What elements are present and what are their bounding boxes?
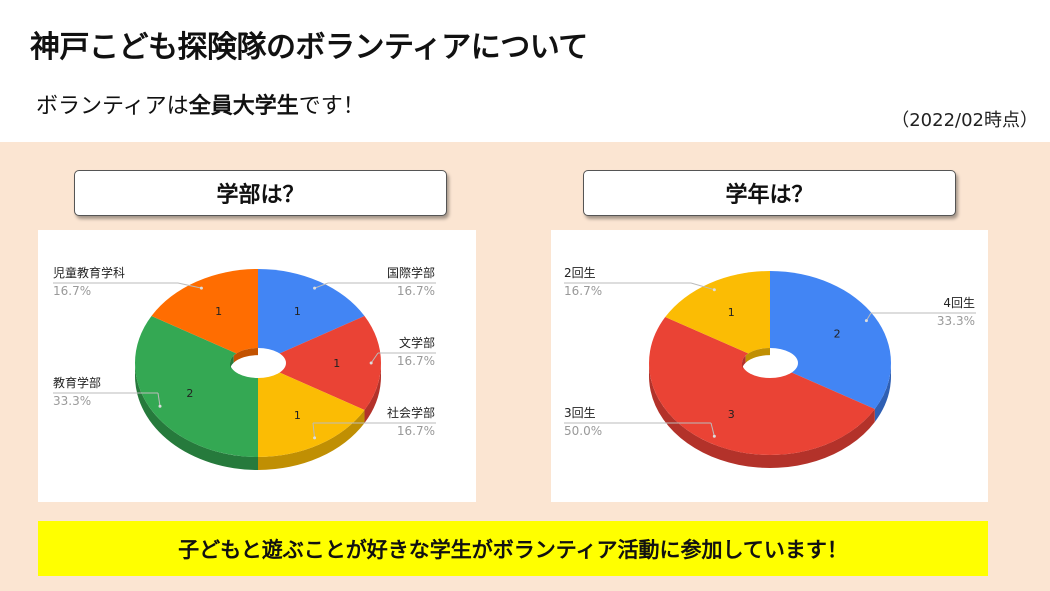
chart1-legend-pct-0: 33.3% xyxy=(937,314,975,328)
chart0-leader-4 xyxy=(177,282,202,289)
chart0-leader-1 xyxy=(370,352,379,364)
chart0-hole xyxy=(230,348,286,378)
chart1-leader-2 xyxy=(690,282,715,291)
chart0-value-label-4: 1 xyxy=(215,305,222,318)
chart0-slice-0 xyxy=(258,269,365,363)
page-title: 神戸こども探険隊のボランティアについて xyxy=(30,30,588,65)
chart0-side-2 xyxy=(258,410,365,470)
faculty-chart-card: 1 1 1 2 1 国際学部 16.7% 文学部 16.7% 社会学部 16.7% 教育学部 33.3%… xyxy=(38,230,476,502)
chart1-value-label-0: 2 xyxy=(834,328,841,341)
chart1-slice-0 xyxy=(770,271,891,409)
chart0-side-3 xyxy=(135,363,258,470)
year-question-box: 学年は？ xyxy=(583,170,956,216)
date-note: （2022/02時点） xyxy=(891,110,1038,131)
chart0-value-label-3: 2 xyxy=(186,387,193,400)
chart1-legend-pct-1: 50.0% xyxy=(564,424,602,438)
chart0-value-label-1: 1 xyxy=(333,357,340,370)
chart0-value-label-2: 1 xyxy=(294,409,301,422)
subtitle-bold: 全員大学生 xyxy=(188,94,299,119)
chart0-legend-name-2: 社会学部 xyxy=(387,405,435,420)
chart0-slice-3 xyxy=(134,316,258,457)
chart0-leader-0 xyxy=(314,282,329,289)
chart1-hole xyxy=(742,348,798,378)
faculty-question-box: 学部は？ xyxy=(74,170,447,216)
chart0-hole-wall-4 xyxy=(233,348,258,363)
chart0-leader-3 xyxy=(157,392,161,407)
chart0-legend-pct-3: 33.3% xyxy=(53,394,91,408)
chart0-legend-pct-2: 16.7% xyxy=(397,424,435,438)
chart0-legend-name-3: 教育学部 xyxy=(53,375,101,390)
chart0-leader-2 xyxy=(312,422,316,438)
chart1-legend-name-0: 4回生 xyxy=(943,296,975,310)
chart0-legend-name-0: 国際学部 xyxy=(387,265,435,280)
chart0-leader-dot-3 xyxy=(158,404,162,408)
chart1-hole-wall-2 xyxy=(745,348,770,363)
year-chart-card: 2 3 1 4回生 33.3% 3回生 50.0% 2回生 16.7% xyxy=(551,230,988,502)
chart0-slice-1 xyxy=(258,316,381,410)
chart1-leader-dot-1 xyxy=(712,434,716,438)
chart0-hole-wall-3 xyxy=(230,355,234,371)
chart0-slice-2 xyxy=(258,363,365,457)
chart1-side-1 xyxy=(649,363,875,468)
chart1-leader-dot-2 xyxy=(712,288,716,292)
chart0-legend-name-1: 文学部 xyxy=(399,335,435,350)
chart0-slice-4 xyxy=(151,269,258,363)
chart1-legend-name-2: 2回生 xyxy=(564,266,596,280)
chart0-leader-dot-0 xyxy=(313,286,317,290)
chart1-leader-1 xyxy=(710,422,715,437)
chart0-leader-dot-1 xyxy=(369,361,373,365)
chart1-value-label-2: 1 xyxy=(728,306,735,319)
bottom-banner: 子どもと遊ぶことが好きな学生がボランティア活動に参加しています！ xyxy=(38,521,988,576)
subtitle-post: です！ xyxy=(298,94,365,119)
chart0-legend-name-4: 児童教育学科 xyxy=(53,265,125,280)
chart0-legend-pct-0: 16.7% xyxy=(397,284,435,298)
chart1-value-label-1: 3 xyxy=(728,408,735,421)
chart0-legend-pct-4: 16.7% xyxy=(53,284,91,298)
chart1-legend-pct-2: 16.7% xyxy=(564,284,602,298)
chart1-legend-name-1: 3回生 xyxy=(564,406,596,420)
chart1-slice-2 xyxy=(665,271,770,363)
chart0-leader-dot-4 xyxy=(199,286,203,290)
year-pie-chart: 2 3 1 4回生 33.3% 3回生 50.0% 2回生 16.7% xyxy=(564,266,976,468)
chart0-leader-dot-2 xyxy=(313,436,317,440)
chart1-slice-1 xyxy=(649,317,875,455)
chart1-leader-dot-0 xyxy=(864,319,868,323)
chart1-side-0 xyxy=(874,363,891,422)
chart0-value-label-0: 1 xyxy=(294,305,301,318)
chart0-legend-pct-1: 16.7% xyxy=(397,354,435,368)
subtitle: ボランティアは全員大学生です！ xyxy=(36,88,365,120)
faculty-pie-chart: 1 1 1 2 1 国際学部 16.7% 文学部 16.7% 社会学部 16.7% 教育学部 33.3%… xyxy=(53,265,436,470)
subtitle-pre: ボランティアは xyxy=(36,94,189,119)
chart0-side-1 xyxy=(364,363,381,423)
chart1-hole-wall-1 xyxy=(742,355,746,371)
